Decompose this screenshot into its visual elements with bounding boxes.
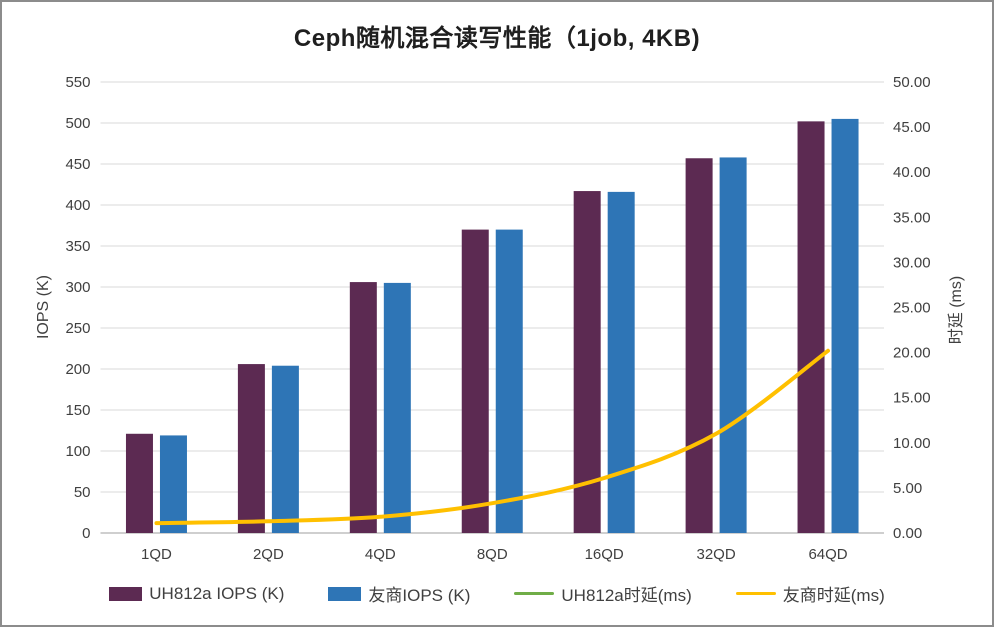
legend-bar-swatch-icon <box>109 586 143 601</box>
x-axis-category-label: 32QD <box>697 546 736 563</box>
bar-youshang-iops <box>159 435 187 533</box>
right-axis-tick-label: 20.00 <box>893 345 931 362</box>
legend-label: UH812a IOPS (K) <box>149 583 285 603</box>
legend-item-uh812a-latency: UH812a时延(ms) <box>514 581 692 606</box>
left-axis-tick-label: 150 <box>65 402 90 419</box>
legend: UH812a IOPS (K) 友商IOPS (K) UH812a时延(ms) … <box>2 581 992 606</box>
legend-line-swatch-icon <box>735 591 776 596</box>
bar-youshang-iops <box>607 191 635 533</box>
bar-youshang-iops <box>831 118 859 534</box>
left-axis-tick-label: 0 <box>82 525 90 542</box>
bar-uh812a-iops <box>461 229 489 533</box>
bar-uh812a-iops <box>573 191 601 533</box>
chart-title: Ceph随机混合读写性能（1job, 4KB) <box>293 25 701 52</box>
right-axis-tick-label: 0.00 <box>893 525 922 542</box>
right-axis-tick-label: 50.00 <box>893 74 931 91</box>
right-axis-tick-label: 5.00 <box>893 480 922 497</box>
right-axis-tick-label: 45.00 <box>893 119 931 136</box>
x-axis-category-label: 4QD <box>365 546 396 563</box>
legend-label: 友商IOPS (K) <box>368 586 471 605</box>
legend-label: UH812a时延(ms) <box>561 586 692 605</box>
legend-line-swatch-icon <box>514 591 555 596</box>
bar-uh812a-iops <box>237 364 265 533</box>
x-axis-category-label: 2QD <box>253 546 284 563</box>
left-axis-tick-label: 100 <box>65 443 90 460</box>
left-axis-tick-label: 500 <box>65 115 90 132</box>
legend-label: 友商时延(ms) <box>782 586 885 605</box>
latency-line-youshang <box>154 348 830 526</box>
right-axis-tick-label: 30.00 <box>893 254 931 271</box>
left-axis-tick-label: 450 <box>65 156 90 173</box>
right-axis-tick-label: 25.00 <box>893 300 931 317</box>
left-axis-tick-label: 250 <box>65 320 90 337</box>
left-axis-tick-label: 400 <box>65 197 90 214</box>
x-axis-category-label: 1QD <box>141 546 172 563</box>
legend-item-youshang-latency: 友商时延(ms) <box>735 581 885 606</box>
bar-uh812a-iops <box>349 282 377 533</box>
x-axis-category-label: 64QD <box>808 546 847 563</box>
bar-youshang-iops <box>271 365 299 533</box>
legend-item-youshang-iops: 友商IOPS (K) <box>328 581 470 606</box>
left-axis-tick-label: 300 <box>65 279 90 296</box>
bar-youshang-iops <box>495 229 523 533</box>
left-axis-tick-label: 550 <box>65 74 90 91</box>
legend-item-uh812a-iops: UH812a IOPS (K) <box>109 584 284 604</box>
right-axis-tick-label: 15.00 <box>893 390 931 407</box>
bar-uh812a-iops <box>125 433 153 533</box>
right-axis-tick-label: 40.00 <box>893 164 931 181</box>
left-axis-tick-label: 200 <box>65 361 90 378</box>
left-axis-tick-label: 350 <box>65 238 90 255</box>
legend-bar-swatch-icon <box>328 586 362 601</box>
left-axis-title: IOPS (K) <box>35 275 52 340</box>
right-axis-tick-label: 35.00 <box>893 209 931 226</box>
right-axis-title: 时延 (ms) <box>948 275 965 345</box>
x-axis-category-label: 8QD <box>477 546 508 563</box>
right-axis-tick-label: 10.00 <box>893 435 931 452</box>
x-axis-category-label: 16QD <box>585 546 624 563</box>
bar-youshang-iops <box>383 282 411 533</box>
bar-youshang-iops <box>719 157 747 533</box>
bar-uh812a-iops <box>685 158 713 533</box>
left-axis-tick-label: 50 <box>74 484 91 501</box>
bar-uh812a-iops <box>797 121 825 534</box>
